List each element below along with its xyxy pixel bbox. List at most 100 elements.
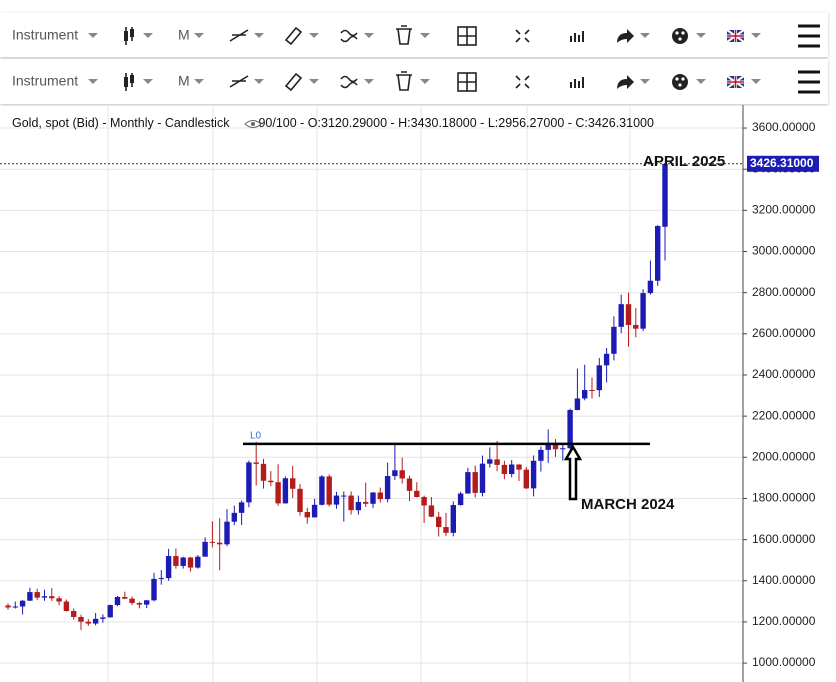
annotation: MARCH 2024 [581, 496, 675, 513]
ohlc-label: C:3426.31000 [575, 116, 654, 130]
candle-body [49, 596, 55, 599]
candle-body [297, 488, 303, 513]
candle-body [304, 512, 310, 518]
chart-title: Gold, spot (Bid) - Monthly - Candlestick [12, 116, 230, 130]
candle-body [545, 444, 551, 450]
candle-body [516, 464, 522, 470]
candle-body [421, 497, 427, 506]
candle-body [465, 472, 471, 494]
candle-body [27, 592, 33, 601]
candle-body [217, 542, 223, 545]
toolbar[interactable]: Instrument M [12, 70, 822, 94]
candle-body [268, 480, 274, 483]
candle-body [224, 521, 230, 545]
candle-body [647, 280, 654, 294]
candle-body [436, 516, 442, 528]
ohlc-label: O:3120.29000 [308, 116, 387, 130]
candle-body [355, 501, 362, 511]
eye-icon[interactable] [244, 120, 262, 128]
candle-body [450, 505, 456, 533]
candle-body [479, 463, 486, 493]
chart: Gold, spot (Bid) - Monthly - Candlestick… [0, 105, 819, 682]
instrument-menu[interactable]: Instrument [12, 27, 78, 43]
y-tick-label: 3600.00000 [752, 120, 816, 134]
candle-body [311, 504, 318, 518]
y-tick-label: 2600.00000 [752, 326, 816, 340]
level-label: L0 [250, 431, 262, 442]
candle-body [384, 476, 391, 500]
timeframe-menu[interactable]: M [178, 27, 190, 43]
candle-body [63, 601, 70, 612]
chart-header: Gold, spot (Bid) - Monthly - Candlestick… [12, 116, 654, 130]
y-tick-label: 1400.00000 [752, 573, 816, 587]
last-price-box [747, 155, 819, 172]
candle-body [71, 611, 77, 617]
y-tick-label: 2200.00000 [752, 408, 816, 422]
candle-body [662, 163, 668, 227]
candle-body [363, 501, 369, 504]
candle-body [603, 353, 610, 366]
candle-body [596, 365, 602, 391]
candle-body [187, 557, 194, 568]
candle-body [494, 459, 500, 465]
candle-body [582, 390, 588, 399]
candle-body [129, 598, 135, 603]
timeframe-menu[interactable]: M [178, 73, 190, 89]
toolbar[interactable]: Instrument M [12, 24, 822, 48]
candle-body [78, 616, 84, 622]
candle-body [238, 502, 245, 513]
candle-body [399, 470, 405, 479]
candle-body [151, 578, 157, 601]
candle-body [640, 293, 646, 329]
toolbars: Instrument M Instrument M [0, 13, 828, 104]
candle-body [326, 476, 332, 505]
candle-body [333, 495, 340, 505]
candle-body [19, 600, 26, 607]
candle-body [523, 469, 529, 489]
candle-body [92, 618, 99, 624]
candle-body [173, 556, 179, 566]
candle-body [114, 597, 121, 606]
candle-body [144, 600, 150, 605]
candle-body [209, 541, 216, 543]
y-tick-label: 3000.00000 [752, 244, 816, 258]
candle-body [5, 605, 11, 608]
candle-body [611, 326, 617, 354]
candle-body [370, 492, 376, 504]
candle-body [260, 463, 267, 481]
y-tick-label: 2800.00000 [752, 285, 816, 299]
candle-body [377, 492, 383, 500]
candle-body [560, 448, 566, 450]
candle-body [472, 472, 478, 493]
ohlc-label: H:3430.18000 [398, 116, 477, 130]
candle-body [122, 597, 128, 599]
candle-body [253, 462, 259, 464]
y-tick-label: 1600.00000 [752, 532, 816, 546]
candle-body [348, 495, 354, 511]
candle-body [282, 478, 289, 504]
candle-body [530, 460, 537, 489]
instrument-menu[interactable]: Instrument [12, 73, 78, 89]
candle-body [501, 464, 508, 474]
candle-body [41, 596, 48, 598]
candle-body [538, 449, 544, 461]
candle-body [56, 598, 62, 602]
candle-body [107, 605, 113, 618]
candle-body [625, 304, 632, 325]
y-tick-label: 1800.00000 [752, 491, 816, 505]
candle-body [231, 512, 237, 522]
candle-body [406, 478, 413, 491]
y-tick-label: 2000.00000 [752, 449, 816, 463]
candle-body [633, 324, 639, 329]
candle-body [165, 556, 172, 579]
visible-count: 90/100 [258, 116, 296, 130]
candle-body [443, 527, 449, 533]
arrow [563, 444, 583, 501]
candle-body [567, 409, 573, 449]
candle-body [202, 541, 208, 557]
annotation: APRIL 2025 [643, 153, 725, 170]
candle-body [34, 592, 40, 598]
candle-body [428, 505, 435, 517]
ohlc-label: L:2956.27000 [488, 116, 565, 130]
